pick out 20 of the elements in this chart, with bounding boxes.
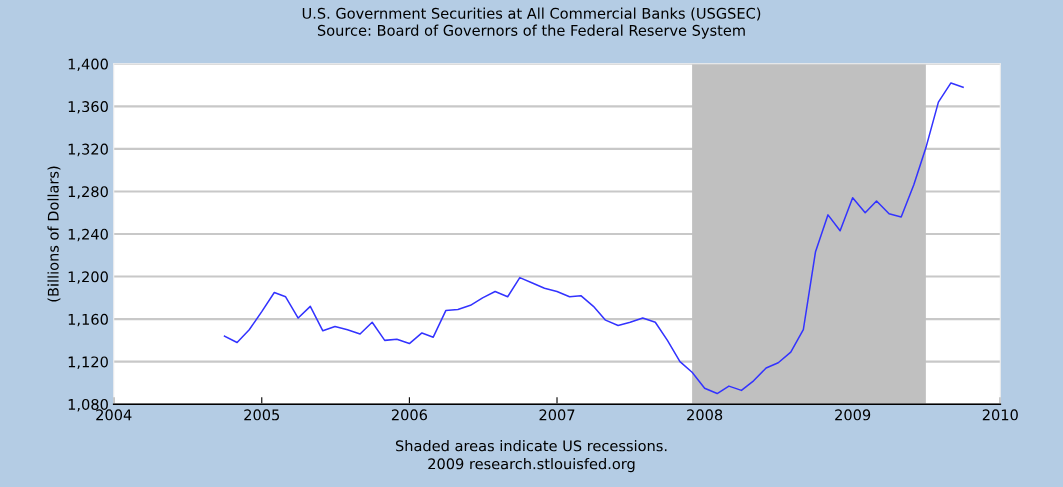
y-tick-label: 1,280 — [68, 186, 108, 199]
text: Shaded areas indicate US recessions. — [395, 440, 667, 452]
y-tick-label: 1,120 — [68, 356, 108, 369]
chart-title: U.S. Government Securities at All Commercial Banks (USGSEC) — [302, 7, 761, 21]
y-tick-label: 1,240 — [68, 228, 108, 242]
y-tick-label: 1,320 — [68, 143, 108, 157]
y-tick-label: 1,200 — [68, 271, 108, 284]
line-series — [223, 82, 964, 395]
y-tick-label: 1,160 — [68, 313, 108, 327]
x-tick-label: 2008 — [687, 409, 723, 421]
y-tick-label: 1,360 — [68, 101, 108, 114]
x-tick-label: 2005 — [244, 409, 280, 421]
y-tick-label: 1,400 — [68, 58, 108, 72]
y-axis-title: (Billions of Dollars) — [47, 166, 61, 302]
x-tick-label: 2009 — [835, 409, 871, 421]
x-tick-label: 2010 — [982, 409, 1018, 421]
chart-subtitle: Source: Board of Governors of the Federal Reserve System — [317, 24, 745, 39]
x-tick-label: 2007 — [539, 409, 575, 421]
x-tick-label: 2006 — [391, 409, 428, 421]
text: 2009 research.stlouisfed.org — [428, 458, 635, 473]
